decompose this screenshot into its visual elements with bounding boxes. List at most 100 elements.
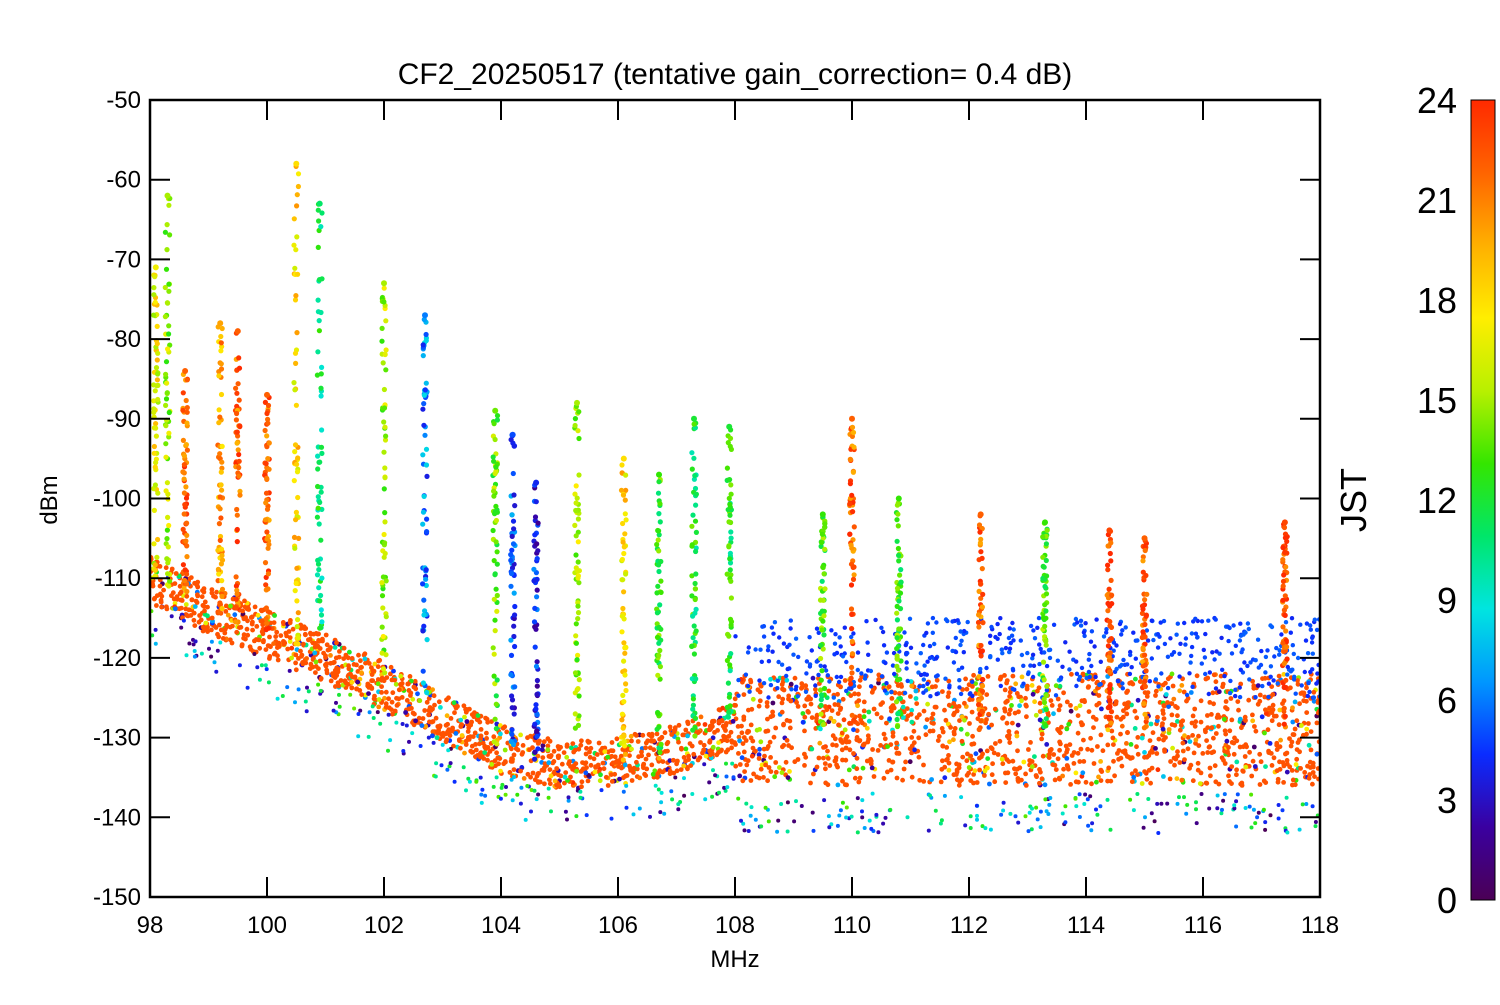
floor-point [900,777,905,783]
low-point [434,761,439,766]
peak-point [494,608,500,614]
floor-point [354,662,359,668]
floor-point [317,646,323,651]
low-point [1063,820,1068,825]
peak-point [317,499,323,505]
floor-point [737,762,743,767]
floor-point [411,722,417,728]
floor-point [275,657,281,663]
floor-point [933,684,938,689]
floor-point [732,696,738,702]
peak-point [692,610,698,616]
floor-point [453,731,459,736]
floor-point [349,656,355,661]
floor-point [1177,760,1183,765]
peak-point [820,618,826,624]
floor-point [1236,707,1241,713]
low-point [1310,804,1315,809]
peak-point [1105,567,1111,573]
floor-point [1290,705,1295,711]
low-point [255,665,260,670]
peak-point [217,537,223,544]
cloud-point [1304,621,1310,626]
peak-point [894,610,900,616]
floor-point [846,767,852,773]
floor-point [451,743,456,749]
cloud-point [1021,681,1026,686]
cloud-point [1256,665,1262,670]
low-point [1035,817,1040,822]
peak-point [848,606,855,612]
floor-point [1139,781,1145,786]
cloud-point [1129,665,1134,670]
peak-top-point [849,415,855,422]
peak-point [218,482,224,488]
floor-point [1111,742,1116,747]
floor-point [944,757,949,763]
peak-point [1107,690,1113,696]
cloud-point [1228,678,1233,684]
floor-point [956,782,962,788]
peak-point [976,624,982,630]
low-point [662,811,667,816]
peak-point [534,587,540,593]
cloud-point [902,630,907,635]
peak-point [655,672,661,678]
peak-point [165,514,171,521]
peak-point [727,567,733,573]
cloud-point [1081,630,1087,635]
cloud-point [777,635,782,640]
peak-point [575,559,581,565]
floor-point [172,581,178,586]
peak-point [894,635,900,641]
floor-point [959,714,965,720]
cloud-point [998,683,1003,689]
peak-point [573,621,579,627]
floor-point [1231,740,1237,746]
peak-point [421,422,427,428]
peak-point [895,523,901,529]
cloud-point [1182,620,1187,626]
floor-point [245,605,251,611]
floor-point [1013,681,1019,687]
floor-point [875,748,881,753]
peak-point [217,494,223,500]
low-point [480,787,485,792]
floor-point [860,765,866,771]
floor-point [587,754,593,760]
floor-point [1075,713,1081,718]
peak-point [215,578,221,584]
floor-point [629,746,634,752]
floor-point [933,704,939,710]
floor-point [209,627,214,633]
low-point [209,639,214,644]
floor-point [1005,733,1010,739]
floor-point [685,733,690,739]
peak-point [166,409,172,416]
low-point [1027,810,1032,815]
floor-point [929,777,934,782]
floor-point [683,746,689,752]
cloud-point [1245,621,1251,626]
floor-point [761,775,766,780]
floor-point [838,684,843,690]
peak-point [848,582,855,588]
cloud-point [988,640,993,645]
peak-point [726,694,733,700]
floor-point [1161,703,1167,708]
floor-point [200,603,206,608]
low-point [676,802,681,807]
cloud-point [1089,629,1095,634]
floor-point [1203,729,1208,735]
floor-point [1211,672,1217,678]
floor-point [547,777,552,783]
peak-point [152,299,158,305]
floor-point [885,744,890,749]
floor-point [1180,748,1186,754]
peak-point [847,481,854,487]
low-point [1156,831,1161,835]
peak-point [576,472,582,478]
peak-point [575,539,581,545]
cloud-point [772,620,778,625]
cloud-point [816,672,821,678]
